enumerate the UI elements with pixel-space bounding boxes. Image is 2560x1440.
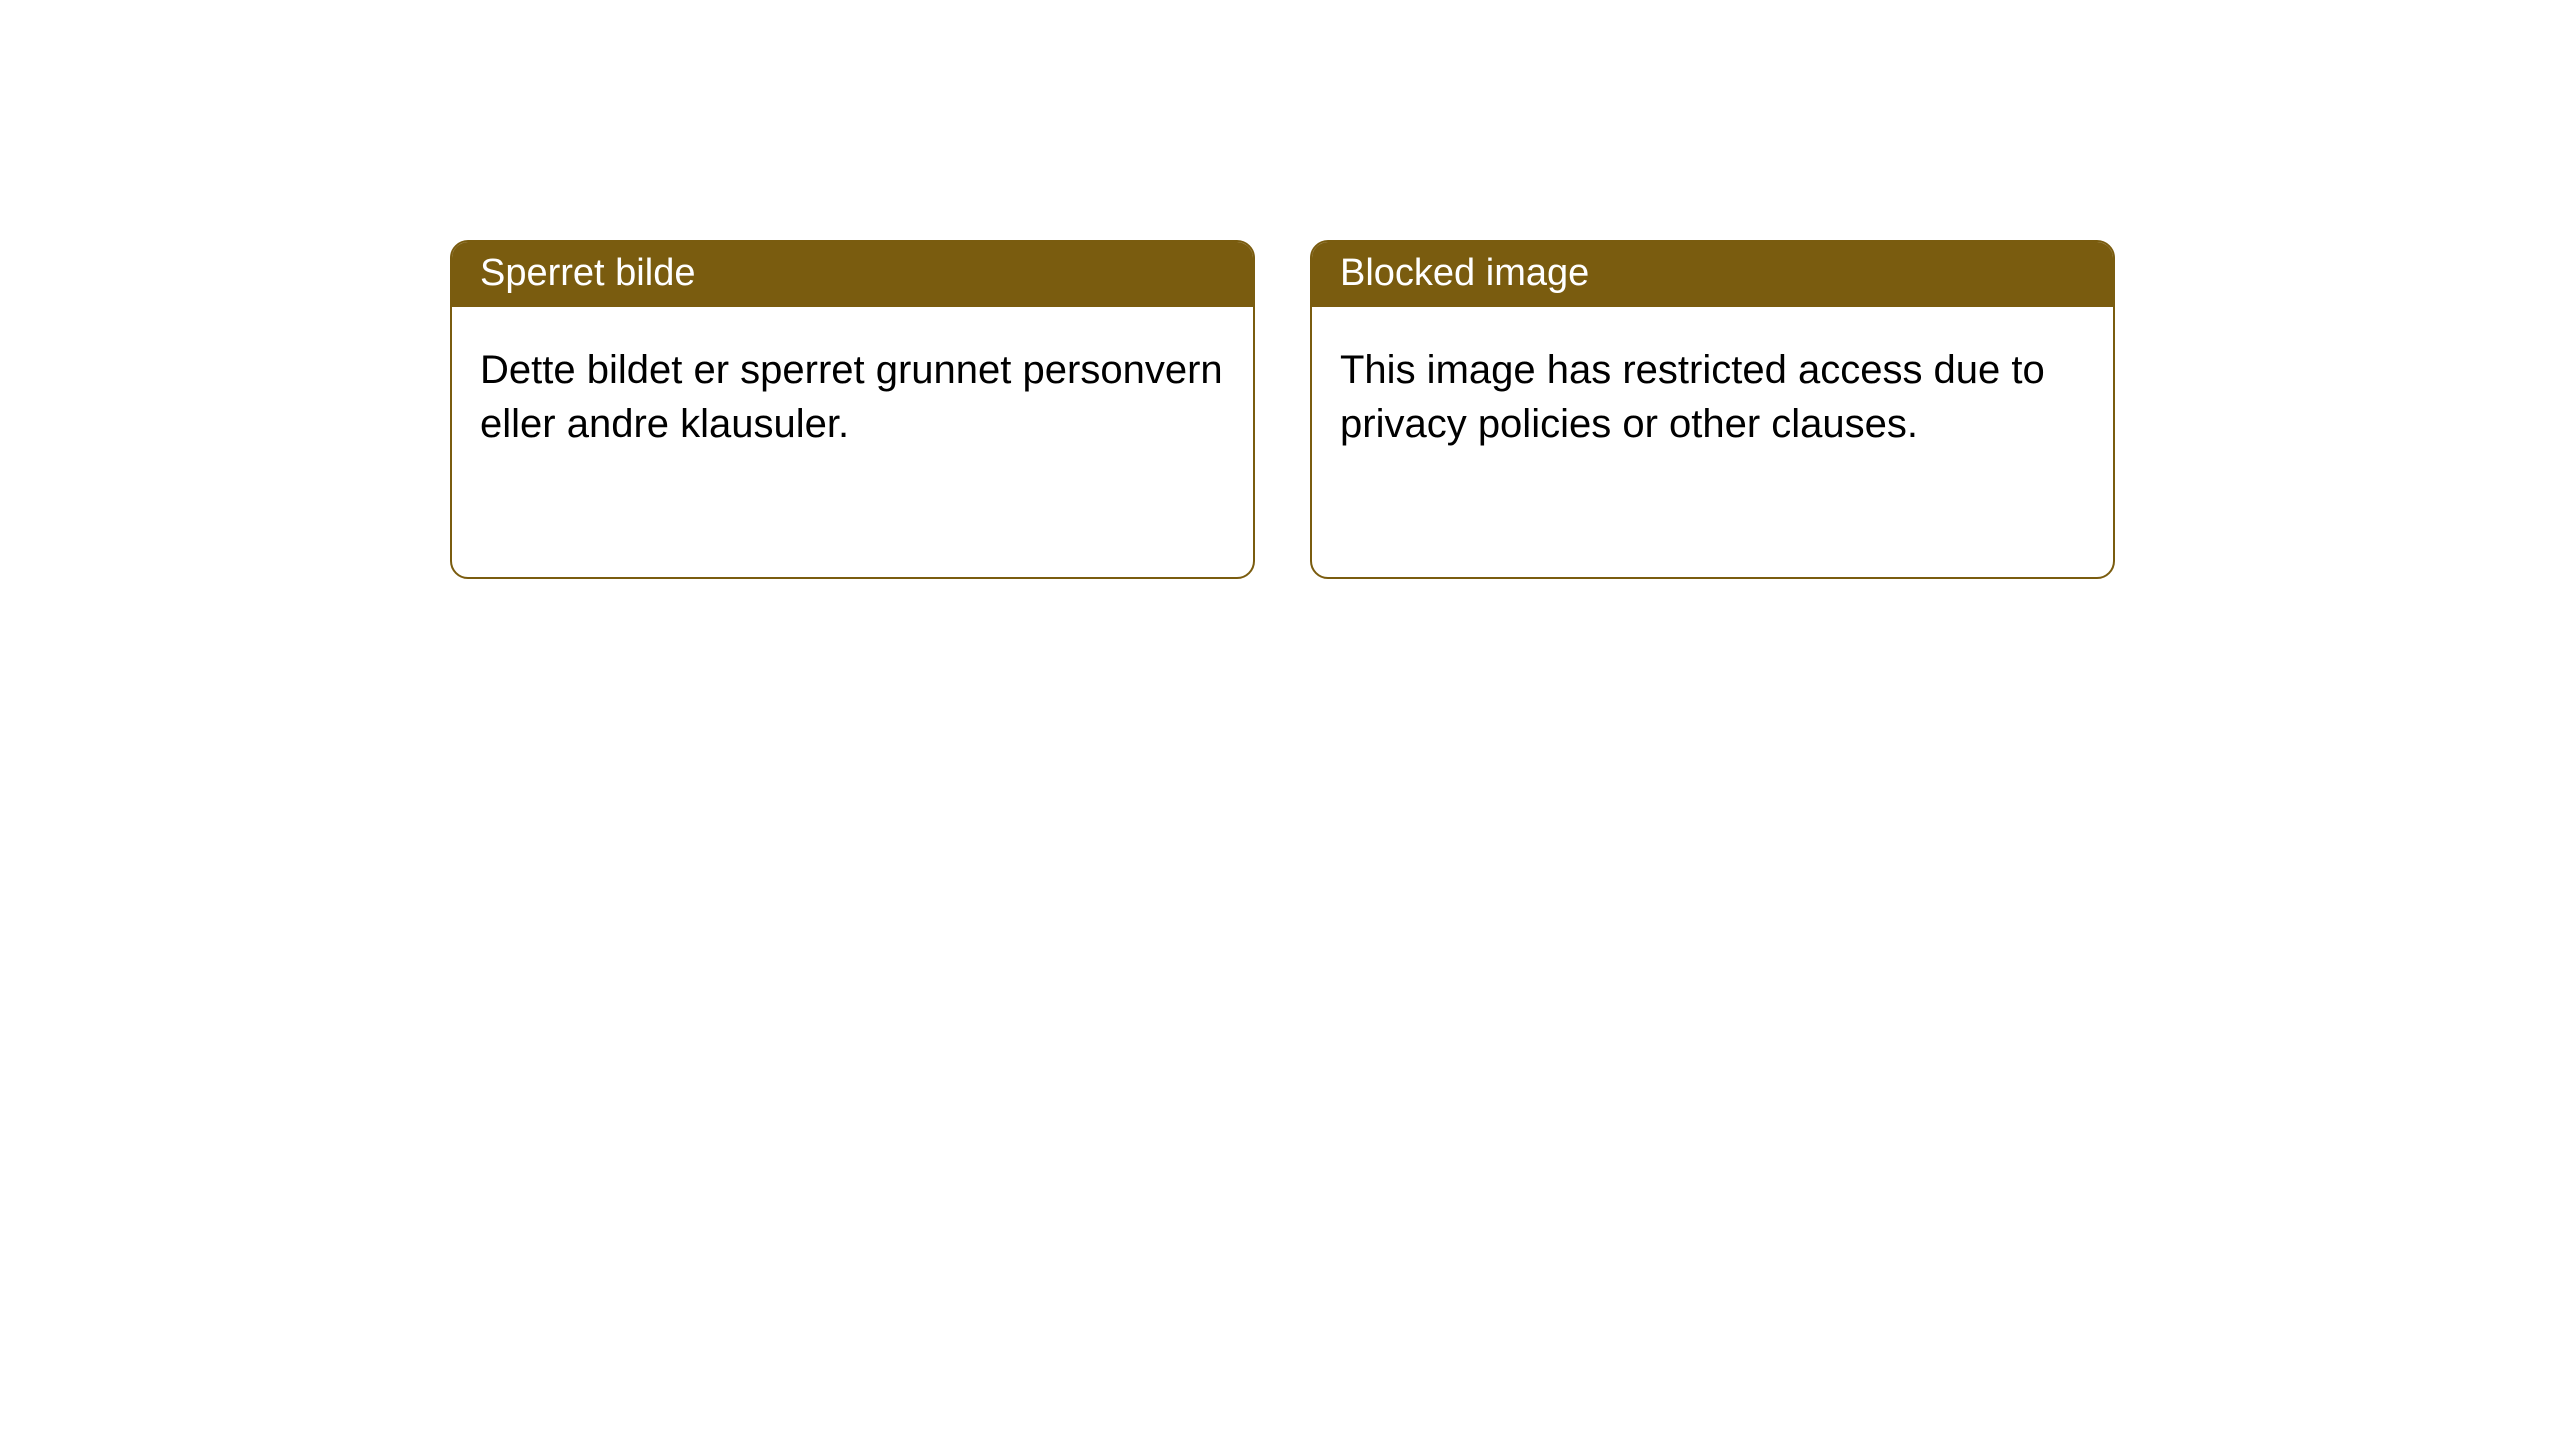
notice-card-title: Sperret bilde — [480, 252, 695, 294]
notice-card-body: This image has restricted access due to … — [1312, 307, 2113, 577]
notice-card-body: Dette bildet er sperret grunnet personve… — [452, 307, 1253, 577]
notice-card-text: Dette bildet er sperret grunnet personve… — [480, 348, 1223, 446]
notice-card-header: Blocked image — [1312, 242, 2113, 307]
notice-card-header: Sperret bilde — [452, 242, 1253, 307]
notice-card-norwegian: Sperret bilde Dette bildet er sperret gr… — [450, 240, 1255, 579]
notice-card-text: This image has restricted access due to … — [1340, 348, 2045, 446]
notice-card-title: Blocked image — [1340, 252, 1589, 294]
notice-cards-container: Sperret bilde Dette bildet er sperret gr… — [0, 0, 2560, 579]
notice-card-english: Blocked image This image has restricted … — [1310, 240, 2115, 579]
